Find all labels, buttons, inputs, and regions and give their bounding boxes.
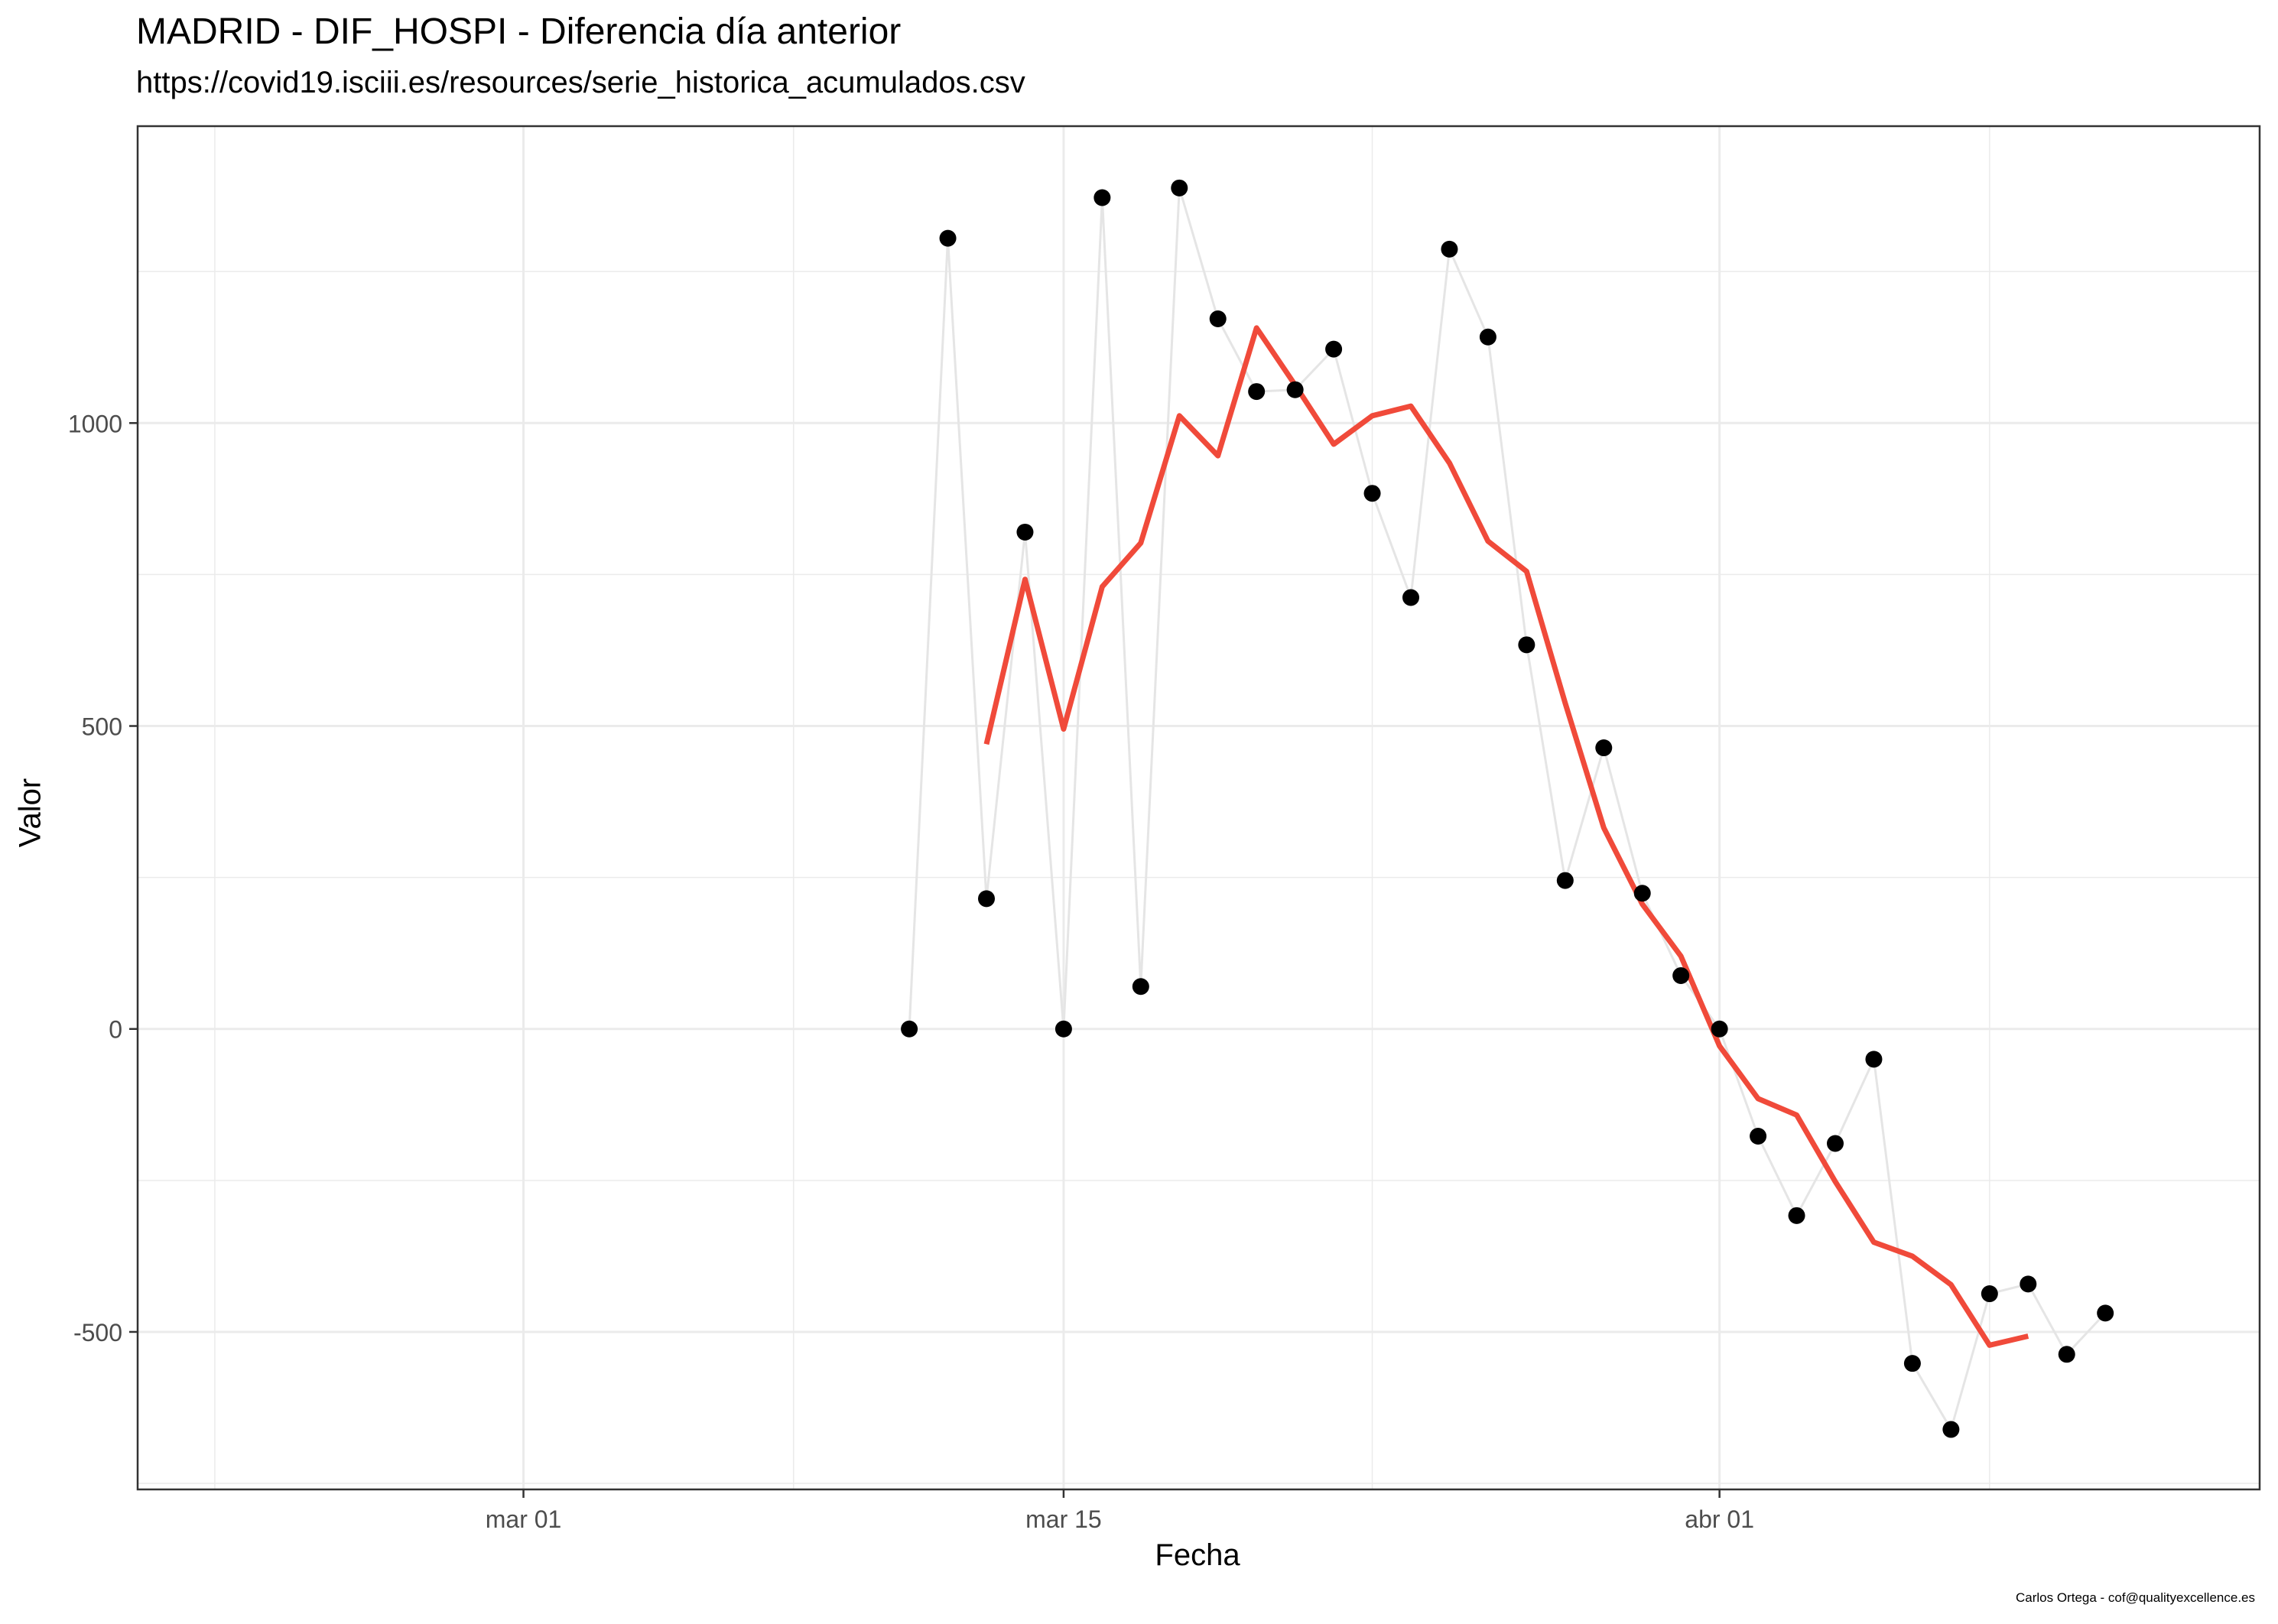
chart-caption: Carlos Ortega - cof@qualityexcellence.es bbox=[2015, 1590, 2255, 1605]
data-point bbox=[1132, 978, 1149, 996]
data-point bbox=[1827, 1135, 1844, 1152]
moving-average-layer bbox=[983, 325, 2029, 1348]
data-point bbox=[1016, 523, 1034, 541]
x-tick-label: mar 01 bbox=[486, 1505, 562, 1533]
chart-title: MADRID - DIF_HOSPI - Diferencia día ante… bbox=[136, 11, 902, 52]
data-point bbox=[1094, 189, 1111, 206]
x-tick-label: abr 01 bbox=[1685, 1505, 1754, 1533]
raw-series-line bbox=[908, 187, 2107, 1431]
grid-minor bbox=[138, 126, 2260, 1489]
data-point bbox=[1750, 1128, 1767, 1145]
data-point bbox=[1942, 1421, 1960, 1438]
data-point bbox=[1788, 1207, 1805, 1224]
data-point bbox=[2058, 1346, 2075, 1363]
data-point bbox=[1055, 1020, 1072, 1038]
data-point bbox=[1518, 636, 1535, 654]
data-point bbox=[1171, 179, 1188, 197]
x-axis-label: Fecha bbox=[1155, 1538, 1240, 1572]
panel-border bbox=[136, 125, 2261, 1491]
data-point bbox=[1363, 485, 1381, 502]
data-point bbox=[939, 229, 957, 247]
data-point bbox=[978, 890, 995, 908]
axes-layer: -500 0 500 1000 mar 01 mar 15 abr 01 bbox=[68, 125, 2261, 1533]
data-point bbox=[1402, 589, 1419, 606]
data-point bbox=[1711, 1020, 1728, 1038]
data-point bbox=[1479, 328, 1496, 346]
data-point bbox=[1595, 739, 1613, 757]
data-point bbox=[1248, 383, 1266, 401]
points-layer bbox=[901, 179, 2114, 1438]
x-tick-label: mar 15 bbox=[1025, 1505, 1102, 1533]
y-tick-label: 0 bbox=[109, 1016, 122, 1044]
data-point bbox=[2097, 1304, 2114, 1322]
y-tick-label: -500 bbox=[73, 1319, 122, 1346]
data-point bbox=[2020, 1275, 2037, 1293]
y-tick-label: 1000 bbox=[68, 410, 122, 437]
data-point bbox=[1672, 967, 1690, 985]
data-point bbox=[1286, 381, 1304, 398]
chart-subtitle: https://covid19.isciii.es/resources/seri… bbox=[136, 66, 1025, 99]
y-tick-label: 500 bbox=[82, 713, 122, 741]
grid-major bbox=[138, 126, 2260, 1489]
data-point bbox=[1556, 872, 1574, 889]
data-point bbox=[1981, 1285, 1998, 1303]
raw-series-layer bbox=[908, 187, 2107, 1431]
data-point bbox=[1633, 885, 1651, 902]
data-point bbox=[1441, 240, 1458, 258]
data-point bbox=[1325, 340, 1343, 358]
data-point bbox=[1209, 310, 1227, 327]
data-point bbox=[1865, 1051, 1883, 1068]
data-point bbox=[901, 1020, 918, 1038]
moving-average-line bbox=[983, 325, 2029, 1348]
data-point bbox=[1903, 1355, 1921, 1372]
